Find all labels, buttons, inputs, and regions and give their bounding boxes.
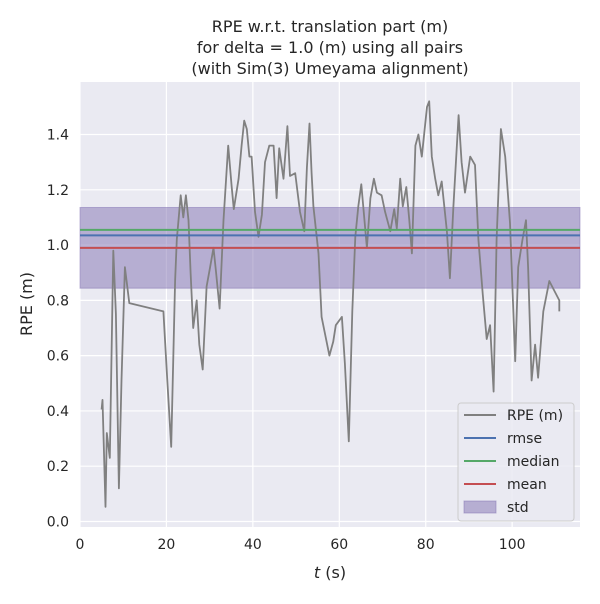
- x-tick-label: 60: [330, 537, 348, 553]
- x-axis-label: t (s): [314, 563, 346, 582]
- y-tick-label: 0.8: [47, 293, 69, 309]
- x-axis-label-unit: (s): [320, 563, 346, 582]
- legend-label: RPE (m): [507, 408, 563, 424]
- y-tick-label: 1.2: [47, 183, 69, 199]
- legend-box: [457, 402, 575, 522]
- chart-title-line-2: for delta = 1.0 (m) using all pairs: [197, 38, 463, 57]
- tick-labels: 0 20 40 60 80 100 0.0 0.2 0.4 0.6 0.8 1.0 1.2 1.4: [47, 128, 526, 553]
- x-tick-label: 80: [417, 537, 435, 553]
- legend-label: mean: [507, 477, 547, 493]
- y-axis-label: RPE (m): [17, 272, 36, 336]
- legend-label: median: [507, 454, 559, 470]
- y-tick-label: 0.6: [47, 349, 69, 365]
- data-marks: [79, 100, 581, 508]
- legend: RPE (m) rmse median mean std: [457, 402, 575, 522]
- legend-label: rmse: [507, 431, 542, 447]
- chart-title-line-3: (with Sim(3) Umeyama alignment): [191, 59, 468, 78]
- x-tick-label: 20: [158, 537, 176, 553]
- x-axis-label-var: t: [314, 563, 321, 582]
- chart-title-line-1: RPE w.r.t. translation part (m): [212, 17, 448, 36]
- rpe-series-line: [100, 100, 561, 508]
- legend-swatch-std: [463, 500, 497, 514]
- y-tick-label: 0.4: [47, 404, 69, 420]
- y-tick-label: 0.0: [47, 514, 69, 530]
- x-tick-label: 40: [244, 537, 262, 553]
- y-tick-label: 1.4: [47, 128, 69, 144]
- y-tick-label: 1.0: [47, 238, 69, 254]
- y-tick-label: 0.2: [47, 459, 69, 475]
- legend-label: std: [507, 500, 529, 516]
- x-tick-label: 0: [76, 537, 85, 553]
- x-tick-label: 100: [499, 537, 526, 553]
